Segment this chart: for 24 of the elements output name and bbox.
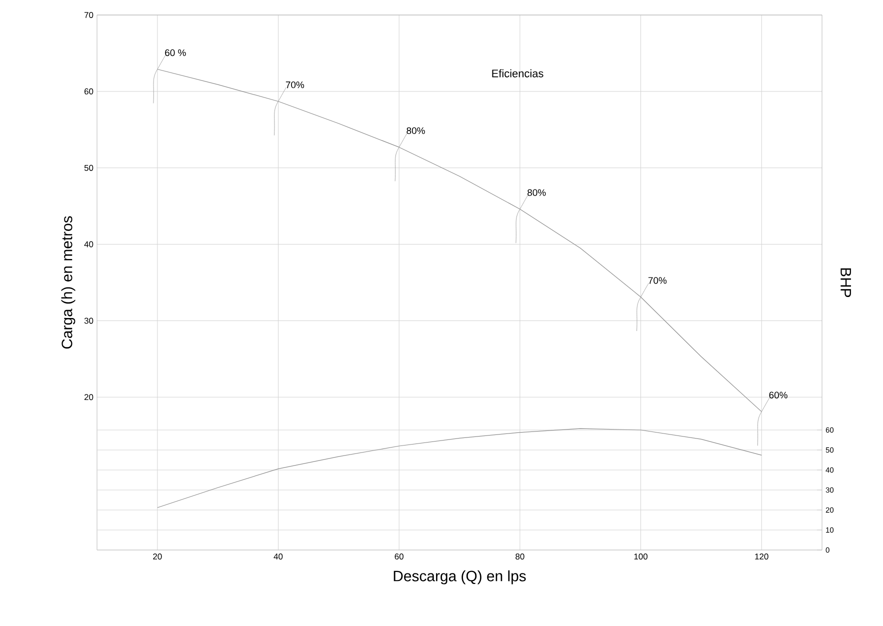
- x-tick-label: 80: [516, 554, 524, 560]
- annotation: 60 %: [165, 49, 186, 56]
- y-tick-label: 50: [84, 164, 94, 171]
- y-axis-title: Carga (h) en metros: [61, 216, 76, 349]
- y-tick-label: 30: [84, 318, 94, 324]
- x-tick-label: 100: [634, 554, 648, 560]
- line-series: [157, 68, 762, 412]
- line-series: [157, 428, 762, 508]
- annotation: 80%: [406, 127, 425, 134]
- y2-axis-title: BHP: [840, 268, 851, 298]
- annotation: 70%: [286, 81, 304, 88]
- x-tick-label: 120: [755, 554, 768, 560]
- y-tick-label: 60: [84, 88, 94, 94]
- annotation: 70%: [648, 277, 667, 284]
- annotation: 80%: [528, 189, 546, 196]
- annotation: Eficiencias: [492, 69, 544, 78]
- x-axis-title: Descarga (Q) en lps: [394, 570, 526, 584]
- y-tick-label: 40: [84, 241, 94, 248]
- x-tick-label: 40: [274, 554, 283, 560]
- x-tick-label: 60: [394, 554, 404, 560]
- y-tick-label: 70: [84, 12, 94, 18]
- x-tick-label: 20: [153, 554, 162, 560]
- y-tick-label: 20: [84, 394, 94, 400]
- annotation: 60%: [769, 392, 788, 398]
